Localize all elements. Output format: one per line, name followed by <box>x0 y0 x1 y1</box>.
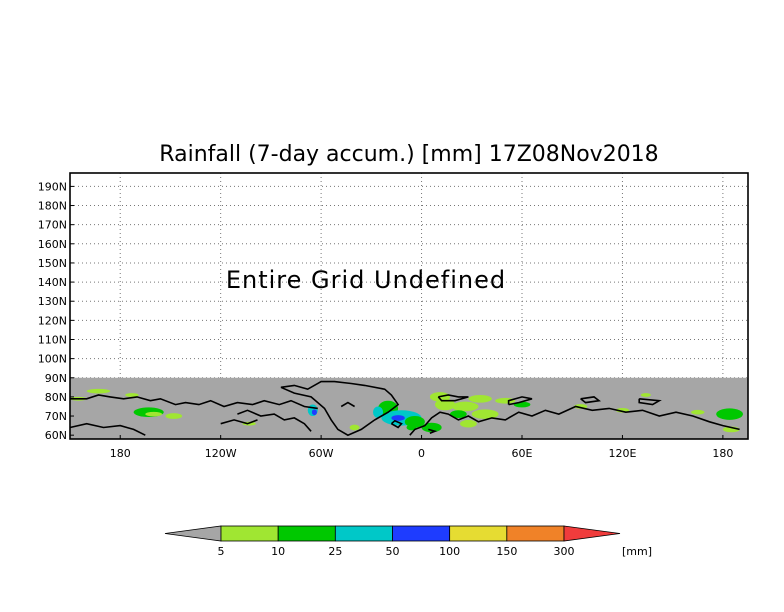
precip-patch <box>471 409 499 419</box>
y-tick-label: 150N <box>38 257 67 270</box>
y-tick-label: 90N <box>45 372 67 385</box>
y-tick-label: 140N <box>38 276 67 289</box>
colorbar-low-arrow <box>164 525 222 542</box>
x-tick-label: 120E <box>608 447 636 460</box>
precip-patch <box>640 393 651 397</box>
colorbar-unit-label: [mm] <box>622 545 652 558</box>
plot-area: Entire Grid Undefined <box>69 172 749 440</box>
coastline-path <box>70 394 318 410</box>
coastline-path <box>220 419 258 425</box>
coastline-path <box>638 398 662 406</box>
coastline-path <box>237 409 312 432</box>
colorbar-high-arrow <box>563 525 621 542</box>
y-axis-ticks: 60N 70N 80N 90N 100N 110N 120N 130N 140N 150N 160N… <box>38 180 74 442</box>
colorbar-segment <box>449 525 508 542</box>
y-tick-label: 120N <box>38 314 67 327</box>
colorbar-segment <box>277 525 336 542</box>
colorbar-level-label: 150 <box>496 545 517 558</box>
precip-patch <box>468 394 492 403</box>
precip-patch <box>404 416 425 428</box>
precip-patch <box>125 393 139 397</box>
x-tick-label: 0 <box>418 447 425 460</box>
y-tick-label: 100N <box>38 353 67 366</box>
precip-patch <box>86 388 111 394</box>
precip-patch <box>311 409 317 416</box>
coastlines <box>69 380 740 437</box>
coastline-path <box>340 401 356 408</box>
precip-patch <box>391 415 405 421</box>
colorbar-level-label: 50 <box>386 545 400 558</box>
precip-patch <box>421 422 442 433</box>
y-tick-label: 110N <box>38 333 67 346</box>
precip-patch <box>460 419 477 428</box>
coastline-path <box>507 396 533 406</box>
x-tick-label: 60W <box>309 447 334 460</box>
y-tick-label: 130N <box>38 295 67 308</box>
coastline-path <box>69 422 146 436</box>
coastline-path <box>580 396 602 404</box>
colorbar-level-label: 100 <box>439 545 460 558</box>
precip-patch <box>165 413 183 419</box>
colorbar-segment <box>334 525 393 542</box>
y-tick-label: 170N <box>38 219 67 232</box>
coastline-path <box>409 405 740 436</box>
x-tick-label: 180 <box>712 447 733 460</box>
x-tick-label: 60E <box>512 447 533 460</box>
colorbar-level-label: 10 <box>271 545 285 558</box>
colorbar-level-label: 5 <box>218 545 225 558</box>
y-tick-label: 180N <box>38 200 67 213</box>
colorbar-segment <box>220 525 279 542</box>
precip-patch <box>450 410 467 418</box>
plot-frame <box>69 172 749 440</box>
y-tick-label: 190N <box>38 180 67 193</box>
y-tick-label: 70N <box>45 410 67 423</box>
precip-patch <box>145 411 163 417</box>
x-axis-ticks: 180 120W 60W 0 60E 120E 180 <box>110 435 733 460</box>
x-tick-label: 180 <box>110 447 131 460</box>
chart-title: Rainfall (7-day accum.) [mm] 17Z08Nov201… <box>159 142 658 167</box>
coastline-path <box>390 419 403 429</box>
undefined-grid-annotation: Entire Grid Undefined <box>226 266 506 294</box>
precip-patch <box>495 397 516 404</box>
precip-patch <box>716 408 743 420</box>
precip-patch <box>434 398 456 411</box>
colorbar-level-label: 25 <box>328 545 342 558</box>
precip-patch <box>691 409 705 415</box>
colorbar-segment <box>392 525 451 542</box>
coastline-path <box>437 394 469 402</box>
precip-patch <box>406 424 417 431</box>
y-tick-label: 60N <box>45 429 67 442</box>
colorbar-segment <box>506 525 565 542</box>
precip-patch <box>451 401 479 412</box>
precip-patches <box>70 388 743 433</box>
colorbar: 5 10 25 50 100 150 300 [mm] <box>164 525 652 558</box>
precip-patch <box>349 424 360 431</box>
coastline-path <box>280 380 400 437</box>
precip-patch <box>373 406 384 418</box>
y-tick-label: 80N <box>45 391 67 404</box>
coastline-path <box>428 428 438 435</box>
y-tick-label: 160N <box>38 238 67 251</box>
x-tick-label: 120W <box>205 447 237 460</box>
colorbar-level-label: 300 <box>554 545 575 558</box>
